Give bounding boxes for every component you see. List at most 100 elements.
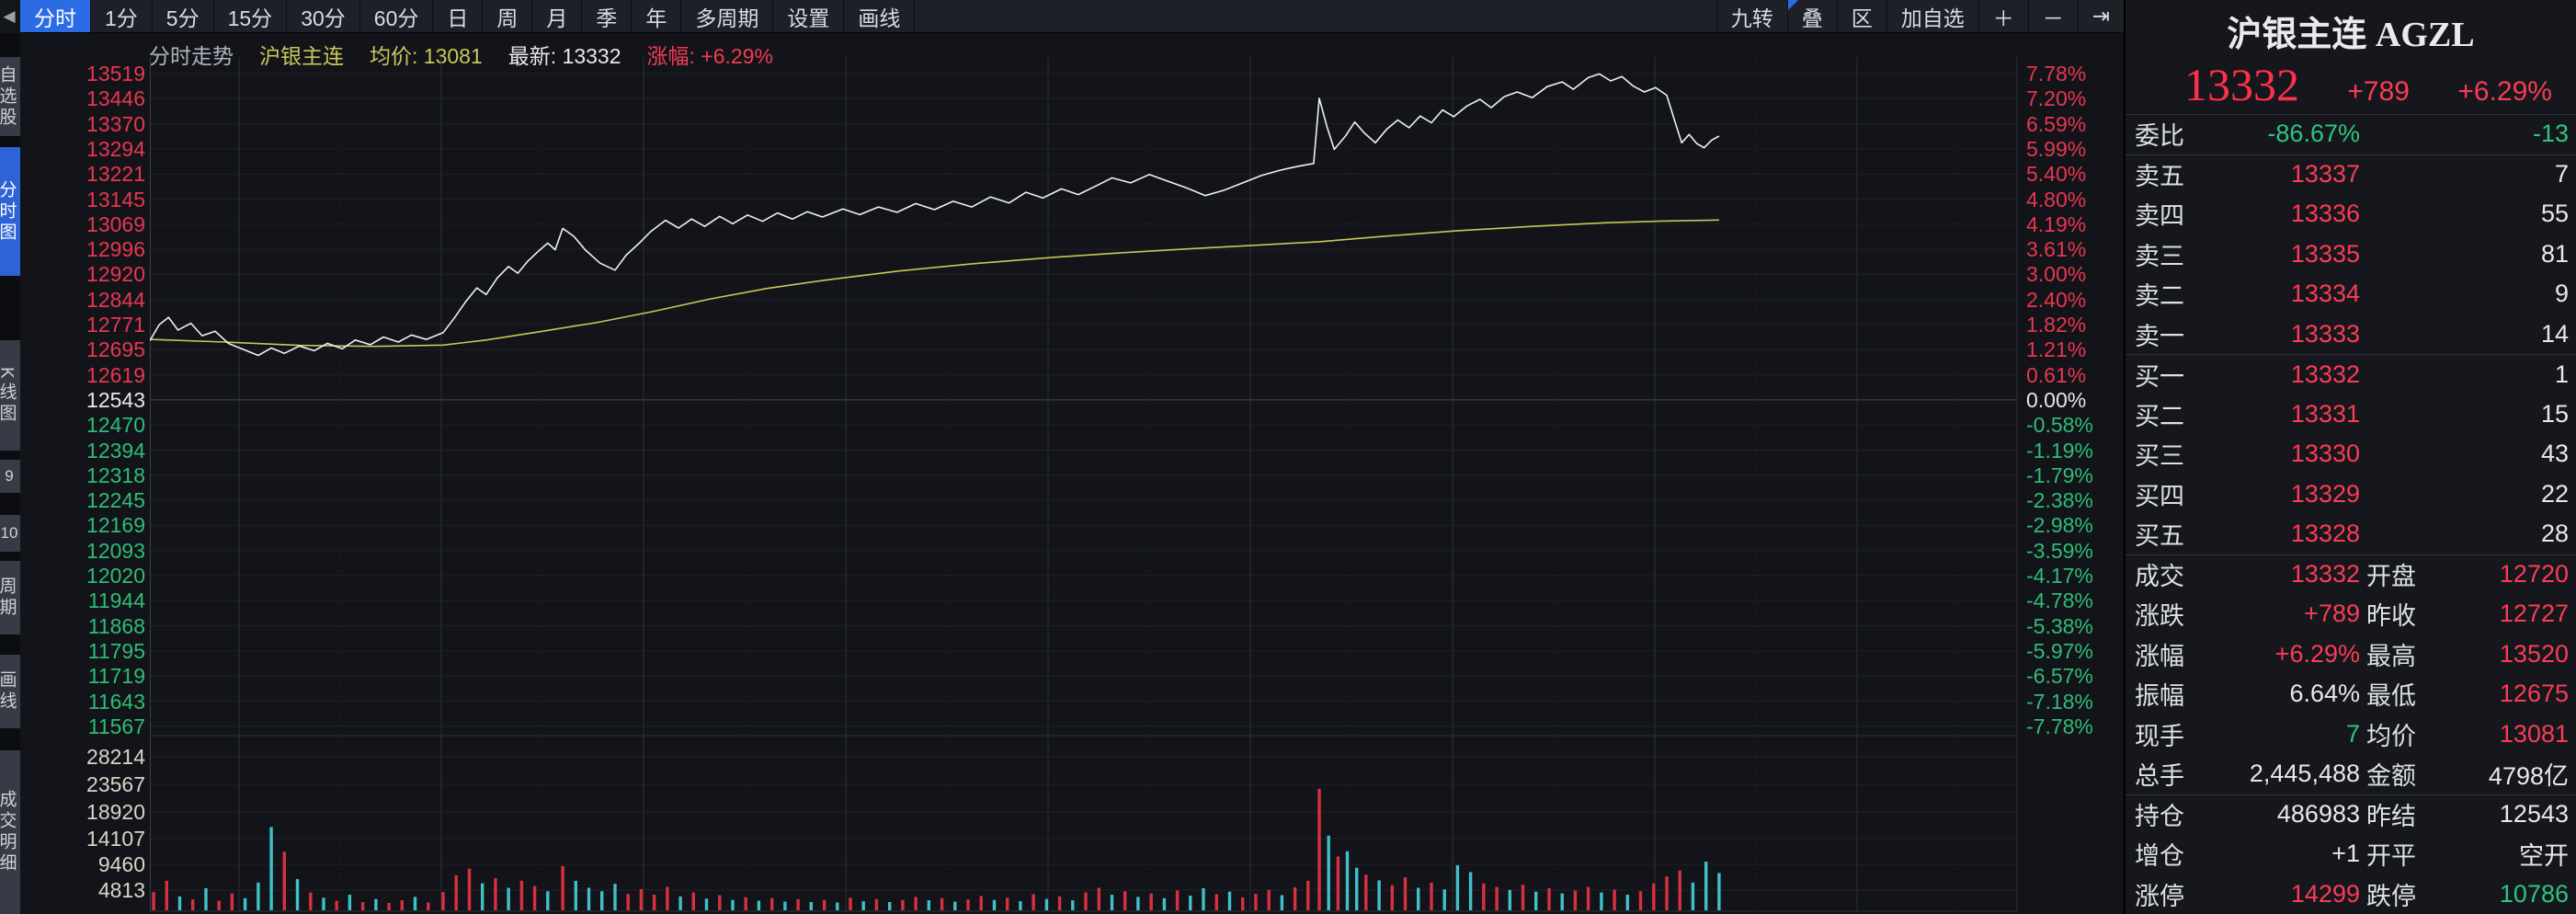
row-label: 卖一 <box>2135 322 2184 350</box>
row-value: 2,445,488 <box>2249 760 2360 788</box>
row-label: 委比 <box>2135 122 2184 151</box>
row-value: +6.29% <box>2274 639 2360 668</box>
bid-row-3[interactable]: 买三 13330 43 <box>2126 434 2576 474</box>
info-row-振幅: 振幅 6.64% 最低 12675 <box>2126 674 2576 714</box>
row-value: 7 <box>2345 719 2360 748</box>
sidebar-item-画线[interactable]: 画线 <box>0 655 20 728</box>
price-tick: 12470 <box>86 413 145 438</box>
percent-tick: 4.19% <box>2026 211 2087 236</box>
row-label: 金额 <box>2366 762 2416 791</box>
sidebar-item-成交明细[interactable]: 成交明细 <box>0 750 20 914</box>
tab-设置[interactable]: 设置 <box>773 0 845 32</box>
ask-row-3[interactable]: 卖三 13335 81 <box>2126 234 2576 275</box>
percent-tick: -6.57% <box>2026 664 2093 689</box>
row-value: 4798亿 <box>2488 762 2569 791</box>
bid-row-4[interactable]: 买四 13329 22 <box>2126 474 2576 515</box>
overlay-button[interactable]: 叠 <box>1786 0 1837 32</box>
bid-row-1[interactable]: 买一 13332 1 <box>2126 354 2576 394</box>
percent-tick: 6.59% <box>2026 111 2087 136</box>
percent-tick: 1.82% <box>2026 313 2087 337</box>
price-tick: 11719 <box>87 664 145 689</box>
info-row-总手: 总手 2,445,488 金额 4798亿 <box>2126 754 2576 794</box>
row-value: 13328 <box>2290 520 2360 548</box>
tab-30分[interactable]: 30分 <box>287 0 360 32</box>
tab-5分[interactable]: 5分 <box>153 0 214 32</box>
sidebar-item-10[interactable]: 10 <box>0 515 20 552</box>
price-tick: 12619 <box>86 362 145 387</box>
sidebar-item-自选股[interactable]: 自选股 <box>0 57 20 136</box>
tab-分时[interactable]: 分时 <box>20 0 91 32</box>
bid-row-2[interactable]: 买二 13331 15 <box>2126 394 2576 435</box>
sidebar-item-label: 周期 <box>0 577 17 619</box>
chart-header-segment-4: 涨幅: +6.29% <box>646 44 773 68</box>
intraday-plot[interactable] <box>150 57 2018 912</box>
jump-latest-button[interactable]: ⇥ <box>2077 0 2124 32</box>
row-label: 最低 <box>2366 682 2416 711</box>
sidebar-item-9[interactable]: 9 <box>0 460 20 493</box>
row-label: 持仓 <box>2135 803 2184 831</box>
percent-tick: -5.97% <box>2026 638 2093 663</box>
percent-tick: -1.19% <box>2026 438 2093 463</box>
price-tick: 13145 <box>86 187 145 211</box>
price-tick: 12169 <box>86 513 145 538</box>
ask-row-4[interactable]: 卖四 13336 55 <box>2126 194 2576 234</box>
volume-tick: 9460 <box>97 852 145 876</box>
overlay-corner-badge <box>1787 0 1798 10</box>
intraday-chart-area: 分时走势 沪银主连 均价: 13081 最新: 13332 涨幅: +6.29% 135… <box>20 33 2124 914</box>
bid-row-5[interactable]: 买五 13328 28 <box>2126 514 2576 554</box>
ask-row-1[interactable]: 卖一 13333 14 <box>2126 314 2576 355</box>
row-value: 10786 <box>2499 879 2569 908</box>
row-label: 开盘 <box>2366 563 2416 591</box>
quote-rows: 委比 -86.67% -13 卖五 13337 7 卖四 13336 55 卖三 13335 81 卖二… <box>2126 114 2576 914</box>
price-tick: 12996 <box>86 237 145 262</box>
tab-年[interactable]: 年 <box>632 0 682 32</box>
nine-turn-button[interactable]: 九转 <box>1715 0 1787 32</box>
row-label: 卖四 <box>2135 202 2184 231</box>
percent-tick: 5.99% <box>2026 136 2087 161</box>
sidebar-item-分时图[interactable]: 分时图 <box>0 147 20 276</box>
contract-title: 沪银主连 AGZL <box>2227 16 2475 54</box>
sidebar-item-label: ◀ <box>3 7 16 25</box>
price-tick: 11643 <box>87 689 145 714</box>
tab-画线[interactable]: 画线 <box>844 0 916 32</box>
ask-row-5[interactable]: 卖五 13337 7 <box>2126 154 2576 195</box>
tab-1分[interactable]: 1分 <box>91 0 153 32</box>
tab-月[interactable]: 月 <box>532 0 583 32</box>
tab-60分[interactable]: 60分 <box>360 0 434 32</box>
row-value: 12543 <box>2499 800 2569 828</box>
row-value: 12675 <box>2499 680 2569 708</box>
collapse-sidebar-icon[interactable]: ◀ <box>0 0 20 33</box>
row-value: +1 <box>2331 840 2360 868</box>
ask-row-2[interactable]: 卖二 13334 9 <box>2126 274 2576 314</box>
price-tick: 13221 <box>86 162 145 187</box>
sidebar-item-周期[interactable]: 周期 <box>0 561 20 634</box>
row-label: 买四 <box>2135 482 2184 510</box>
zoom-out-button[interactable]: － <box>2027 0 2078 32</box>
tab-多周期[interactable]: 多周期 <box>681 0 774 32</box>
row-value: 13081 <box>2499 719 2569 748</box>
tab-15分[interactable]: 15分 <box>214 0 288 32</box>
volume-tick: 28214 <box>86 745 145 769</box>
percent-tick: -4.78% <box>2026 588 2093 613</box>
add-watchlist-button[interactable]: 加自选 <box>1886 0 1978 32</box>
zoom-in-button[interactable]: ＋ <box>1978 0 2028 32</box>
info-row-持仓: 持仓 486983 昨结 12543 <box>2126 794 2576 835</box>
chart-header-segment-1: 沪银主连 <box>259 44 344 68</box>
percent-tick: 3.00% <box>2026 262 2087 287</box>
last-price: 13332 <box>2184 59 2299 110</box>
region-button[interactable]: 区 <box>1836 0 1886 32</box>
sidebar-item-label: 画线 <box>0 670 17 713</box>
row-label: 跌停 <box>2366 882 2416 910</box>
row-value: 12720 <box>2499 560 2569 588</box>
percent-tick: -2.98% <box>2026 513 2093 538</box>
row-value: +789 <box>2304 600 2360 628</box>
volume-tick: 18920 <box>86 800 145 824</box>
row-value: 13333 <box>2290 319 2360 348</box>
tab-季[interactable]: 季 <box>582 0 633 32</box>
row-label: 现手 <box>2135 722 2184 750</box>
volume-tick: 14107 <box>86 827 145 851</box>
sidebar-item-K线图[interactable]: K线图 <box>0 340 20 451</box>
row-label: 买五 <box>2135 522 2184 551</box>
tab-周[interactable]: 周 <box>483 0 533 32</box>
tab-日[interactable]: 日 <box>433 0 484 32</box>
